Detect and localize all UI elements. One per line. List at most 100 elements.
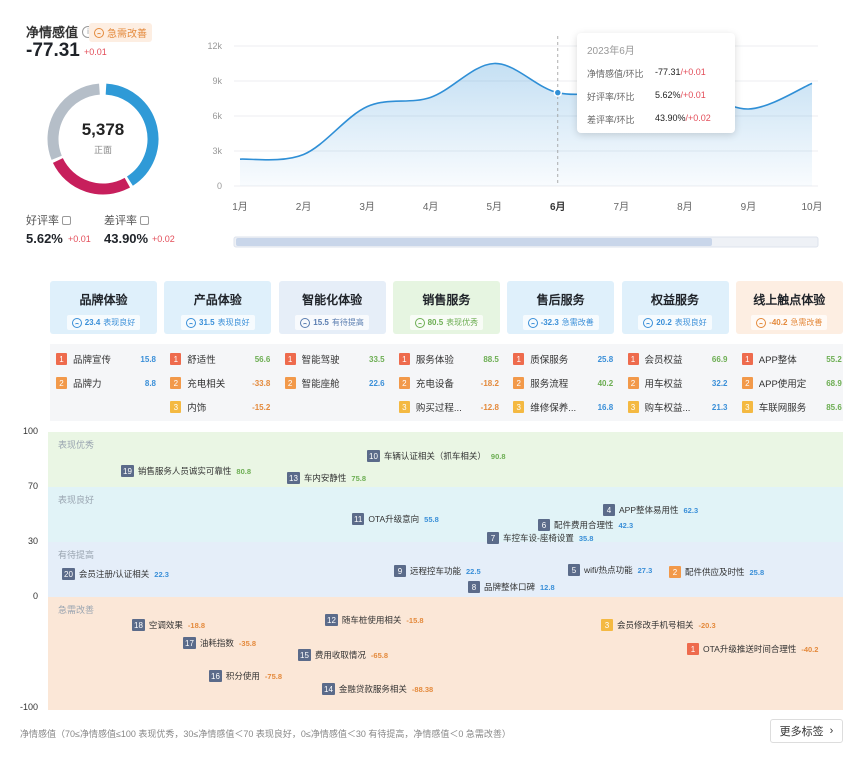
tooltip-value-text: 43.90% xyxy=(655,113,686,123)
band-label: 表现优秀 xyxy=(58,440,95,450)
tag-index: 4 xyxy=(603,504,615,516)
x-tick-label: 8月 xyxy=(677,201,693,213)
tag-point[interactable]: 2 配件供应及时性 25.8 xyxy=(669,566,764,578)
tag-point[interactable]: 15 费用收取情况 -65.8 xyxy=(298,649,388,661)
tag-value: 25.8 xyxy=(749,567,765,577)
bad-rate-label: 差评率 xyxy=(104,212,149,228)
category-card[interactable]: 智能化体验 15.5 有待提高 xyxy=(278,281,386,334)
bad-rate-delta: +0.02 xyxy=(152,234,175,244)
sub-category-value: -18.2 xyxy=(480,378,499,388)
tag-index: 12 xyxy=(325,614,338,626)
donut-segment xyxy=(105,83,159,186)
tag-point[interactable]: 19 销售服务人员诚实可靠性 80.8 xyxy=(121,465,251,477)
status-badge-label: 急需改善 xyxy=(107,29,147,40)
tooltip-delta: /+0.01 xyxy=(680,67,706,77)
sub-category-item[interactable]: 2 品牌力 8.8 xyxy=(56,376,156,390)
tooltip-value-text: -77.31 xyxy=(655,67,681,77)
sub-category-item[interactable]: 2 用车权益 32.2 xyxy=(627,376,728,390)
sub-category-column: 1 服务体验 88.5 2 充电设备 -18.2 3 购买过程... -12.8 xyxy=(393,344,500,421)
face-icon xyxy=(414,317,425,328)
x-tick-label: 10月 xyxy=(801,201,822,213)
tag-point[interactable]: 1 OTA升级推送时间合理性 -40.2 xyxy=(687,643,818,655)
sub-category-item[interactable]: 1 智能驾驶 33.5 xyxy=(284,352,385,366)
tag-point[interactable]: 14 金融贷款服务相关 -88.38 xyxy=(322,683,433,695)
tooltip-row: 好评率/环比 5.62%/+0.01 xyxy=(587,90,725,103)
tag-point[interactable]: 7 车控车设-座椅设置 35.8 xyxy=(487,532,593,544)
zoom-slider-selection[interactable] xyxy=(236,238,712,246)
sub-category-item[interactable]: 3 购买过程... -12.8 xyxy=(398,400,499,414)
tag-point[interactable]: 18 空调效果 -18.8 xyxy=(132,619,205,631)
highlight-point[interactable] xyxy=(553,88,563,97)
tag-point[interactable]: 13 车内安静性 75.8 xyxy=(287,472,366,484)
sub-category-item[interactable]: 3 维修保养... 16.8 xyxy=(513,400,613,414)
sub-category-name: 充电设备 xyxy=(415,379,454,390)
tag-point[interactable]: 8 品牌整体口碑 12.8 xyxy=(468,581,555,593)
category-score: 80.5 xyxy=(427,318,444,327)
tag-point[interactable]: 6 配件费用合理性 42.3 xyxy=(538,519,633,531)
sentiment-band: 表现优秀 xyxy=(48,432,843,487)
more-tags-button[interactable]: 更多标签 › xyxy=(770,719,843,743)
category-card[interactable]: 售后服务 -32.3 急需改善 xyxy=(507,281,615,334)
sub-category-item[interactable]: 1 APP整体 55.2 xyxy=(741,352,842,366)
sub-category-column: 1 舒适性 56.6 2 充电相关 -33.8 3 内饰 -15.2 xyxy=(164,344,271,421)
sub-category-value: 22.6 xyxy=(369,378,385,388)
sub-category-item[interactable]: 1 品牌宣传 15.8 xyxy=(56,352,156,366)
rank-badge: 3 xyxy=(170,401,182,413)
category-card[interactable]: 产品体验 31.5 表现良好 xyxy=(164,281,272,334)
sub-category-item[interactable]: 1 质保服务 25.8 xyxy=(513,352,613,366)
donut-total: 5,378 xyxy=(81,120,125,139)
sub-category-item[interactable]: 1 会员权益 66.9 xyxy=(627,352,728,366)
tag-point[interactable]: 5 wifi/热点功能 27.3 xyxy=(568,564,652,576)
sub-category-item[interactable]: 3 车联网服务 85.6 xyxy=(741,400,842,414)
tag-value: 35.8 xyxy=(578,533,594,543)
good-rate-delta: +0.01 xyxy=(68,234,91,244)
rank-badge: 2 xyxy=(627,377,639,389)
sub-category-name: 服务流程 xyxy=(530,379,569,390)
category-card[interactable]: 品牌体验 23.4 表现良好 xyxy=(50,281,157,334)
tag-name: 积分使用 xyxy=(225,671,260,681)
tag-index: 14 xyxy=(322,683,335,695)
tag-point[interactable]: 11 OTA升级意向 55.8 xyxy=(352,513,439,525)
tag-index: 1 xyxy=(687,643,699,655)
category-card[interactable]: 权益服务 20.2 表现良好 xyxy=(621,281,729,334)
category-card[interactable]: 销售服务 80.5 表现优秀 xyxy=(392,281,500,334)
sub-category-item[interactable]: 2 智能座舱 22.6 xyxy=(284,376,385,390)
category-card[interactable]: 线上触点体验 -40.2 急需改善 xyxy=(735,281,843,334)
sentiment-band: 有待提高 xyxy=(48,542,843,597)
tag-point[interactable]: 17 油耗指数 -35.8 xyxy=(183,637,256,649)
tag-point[interactable]: 12 随车桩使用相关 -15.8 xyxy=(325,614,424,626)
donut-segment xyxy=(47,83,101,160)
tag-point[interactable]: 10 车辆认证相关（抓车相关） 90.8 xyxy=(367,450,506,462)
tooltip-title: 2023年6月 xyxy=(587,46,635,57)
sub-category-item[interactable]: 2 充电设备 -18.2 xyxy=(398,376,499,390)
tooltip-key: 净情感值/环比 xyxy=(587,69,644,79)
sub-category-item[interactable]: 2 服务流程 40.2 xyxy=(513,376,613,390)
sub-category-item[interactable]: 1 舒适性 56.6 xyxy=(170,352,270,366)
sub-category-item[interactable]: 2 充电相关 -33.8 xyxy=(170,376,270,390)
sub-category-value: -12.8 xyxy=(480,402,499,412)
y-axis-label: 0 xyxy=(32,591,38,601)
tag-index: 15 xyxy=(298,649,311,661)
category-status: 急需改善 xyxy=(790,318,823,327)
tag-point[interactable]: 4 APP整体易用性 62.3 xyxy=(603,504,698,516)
tag-point[interactable]: 9 远程控车功能 22.5 xyxy=(394,565,481,577)
category-score-tag: 23.4 表现良好 xyxy=(66,315,141,330)
rank-badge: 1 xyxy=(170,353,182,365)
good-rate-value: 5.62% xyxy=(26,231,63,246)
rank-badge: 1 xyxy=(284,353,296,365)
tag-point[interactable]: 16 积分使用 -75.8 xyxy=(209,670,282,682)
sub-category-column: 1 质保服务 25.8 2 服务流程 40.2 3 维修保养... 16.8 xyxy=(507,344,614,421)
sub-category-item[interactable]: 3 购车权益... 21.3 xyxy=(627,400,728,414)
face-icon xyxy=(643,317,654,328)
sub-category-value: -33.8 xyxy=(252,378,271,388)
tag-point[interactable]: 3 会员修改手机号相关 -20.3 xyxy=(601,619,716,631)
tag-index: 8 xyxy=(468,581,480,593)
sub-category-name: 舒适性 xyxy=(187,355,216,366)
sub-category-item[interactable]: 1 服务体验 88.5 xyxy=(398,352,499,366)
trend-line-chart[interactable]: 0 3k 6k 9k 12k 1月 2月 3月 4月 5月 6月 7月 8月 9月 10月 xyxy=(200,34,840,254)
sub-category-item[interactable]: 2 APP使用定 68.9 xyxy=(741,376,842,390)
sub-category-name: 内饰 xyxy=(187,403,207,414)
tag-point[interactable]: 20 会员注册/认证相关 22.3 xyxy=(62,568,169,580)
sub-category-item[interactable]: 3 内饰 -15.2 xyxy=(170,400,270,414)
sentiment-donut-chart xyxy=(47,83,159,195)
